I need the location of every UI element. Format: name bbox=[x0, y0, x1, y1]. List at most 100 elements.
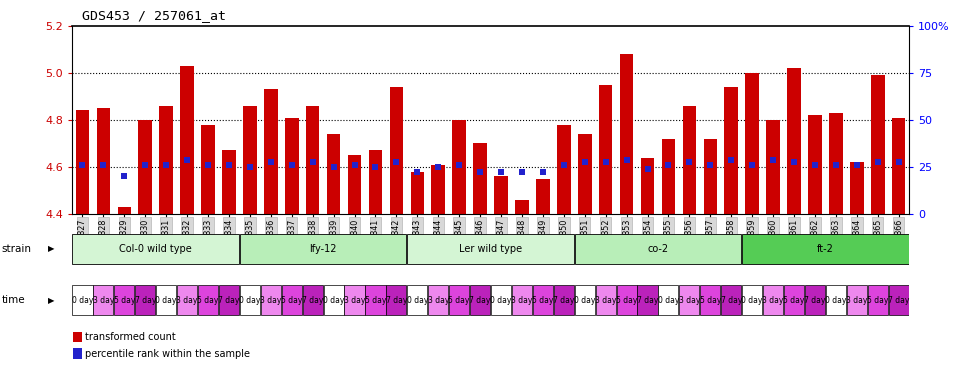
Bar bbox=[599, 85, 612, 214]
Bar bbox=[219, 285, 239, 315]
Bar bbox=[470, 285, 491, 315]
Bar bbox=[871, 75, 884, 214]
Bar bbox=[97, 108, 110, 214]
Bar bbox=[536, 179, 550, 214]
Point bbox=[389, 159, 404, 165]
Point bbox=[556, 162, 571, 168]
Bar bbox=[138, 120, 152, 214]
Point bbox=[870, 159, 885, 165]
Text: 7 day: 7 day bbox=[469, 296, 491, 305]
Bar bbox=[72, 234, 239, 264]
Bar bbox=[73, 348, 82, 359]
Point bbox=[598, 159, 613, 165]
Text: 0 day: 0 day bbox=[323, 296, 345, 305]
Bar bbox=[742, 234, 909, 264]
Point bbox=[493, 169, 509, 175]
Text: 7 day: 7 day bbox=[804, 296, 826, 305]
Bar bbox=[93, 285, 113, 315]
Text: 7 day: 7 day bbox=[302, 296, 324, 305]
Bar bbox=[557, 124, 570, 214]
Text: 0 day: 0 day bbox=[741, 296, 763, 305]
Point bbox=[849, 162, 864, 168]
Point bbox=[639, 167, 655, 172]
Bar bbox=[324, 285, 344, 315]
Bar bbox=[159, 106, 173, 214]
Point bbox=[158, 162, 174, 168]
Bar bbox=[578, 134, 591, 214]
Point bbox=[515, 169, 530, 175]
Bar bbox=[431, 165, 445, 214]
Point bbox=[263, 159, 278, 165]
Bar bbox=[680, 285, 700, 315]
Bar bbox=[616, 285, 636, 315]
Bar bbox=[306, 106, 320, 214]
Text: 3 day: 3 day bbox=[512, 296, 533, 305]
Text: Ler wild type: Ler wild type bbox=[459, 244, 522, 254]
Bar bbox=[745, 73, 759, 214]
Bar bbox=[659, 285, 679, 315]
Bar bbox=[575, 234, 741, 264]
Point bbox=[660, 162, 676, 168]
Text: 7 day: 7 day bbox=[218, 296, 240, 305]
Point bbox=[536, 169, 551, 175]
Text: 3 day: 3 day bbox=[679, 296, 700, 305]
Bar bbox=[348, 155, 361, 214]
Bar bbox=[554, 285, 574, 315]
Bar bbox=[763, 285, 783, 315]
Bar bbox=[243, 106, 256, 214]
Point bbox=[451, 162, 467, 168]
Point bbox=[201, 162, 216, 168]
Bar bbox=[264, 89, 277, 214]
Bar bbox=[850, 162, 864, 214]
Bar bbox=[202, 124, 215, 214]
Point bbox=[619, 157, 635, 163]
Bar bbox=[892, 117, 905, 214]
Text: 3 day: 3 day bbox=[846, 296, 868, 305]
Text: strain: strain bbox=[2, 244, 32, 254]
Bar bbox=[804, 285, 825, 315]
Bar bbox=[704, 139, 717, 214]
Point bbox=[326, 164, 342, 170]
Text: 5 day: 5 day bbox=[198, 296, 219, 305]
Bar bbox=[345, 285, 365, 315]
Point bbox=[410, 169, 425, 175]
Text: 0 day: 0 day bbox=[407, 296, 428, 305]
Point bbox=[430, 164, 445, 170]
Bar bbox=[473, 143, 487, 214]
Bar bbox=[784, 285, 804, 315]
Point bbox=[242, 164, 257, 170]
Text: Col-0 wild type: Col-0 wild type bbox=[119, 244, 192, 254]
Bar bbox=[73, 332, 82, 342]
Text: 7 day: 7 day bbox=[888, 296, 909, 305]
Text: 7 day: 7 day bbox=[553, 296, 574, 305]
Bar bbox=[826, 285, 846, 315]
Bar bbox=[725, 87, 738, 214]
Bar bbox=[512, 285, 532, 315]
Point bbox=[765, 157, 780, 163]
Text: 0 day: 0 day bbox=[239, 296, 260, 305]
Bar bbox=[240, 234, 406, 264]
Text: ▶: ▶ bbox=[48, 244, 55, 253]
Text: transformed count: transformed count bbox=[84, 332, 176, 342]
Bar bbox=[386, 285, 406, 315]
Bar bbox=[222, 150, 236, 214]
Text: 5 day: 5 day bbox=[867, 296, 888, 305]
Text: co-2: co-2 bbox=[647, 244, 668, 254]
Text: 5 day: 5 day bbox=[783, 296, 804, 305]
Text: 5 day: 5 day bbox=[616, 296, 637, 305]
Text: 3 day: 3 day bbox=[427, 296, 449, 305]
Text: 0 day: 0 day bbox=[574, 296, 595, 305]
Bar bbox=[117, 207, 132, 214]
Text: ft-2: ft-2 bbox=[817, 244, 834, 254]
Bar bbox=[829, 113, 843, 214]
Bar bbox=[114, 285, 134, 315]
Point bbox=[472, 169, 488, 175]
Text: 5 day: 5 day bbox=[532, 296, 554, 305]
Bar bbox=[428, 285, 448, 315]
Text: 5 day: 5 day bbox=[281, 296, 302, 305]
Point bbox=[786, 159, 802, 165]
Bar bbox=[700, 285, 720, 315]
Bar bbox=[637, 285, 658, 315]
Bar bbox=[533, 285, 553, 315]
Text: percentile rank within the sample: percentile rank within the sample bbox=[84, 349, 250, 359]
